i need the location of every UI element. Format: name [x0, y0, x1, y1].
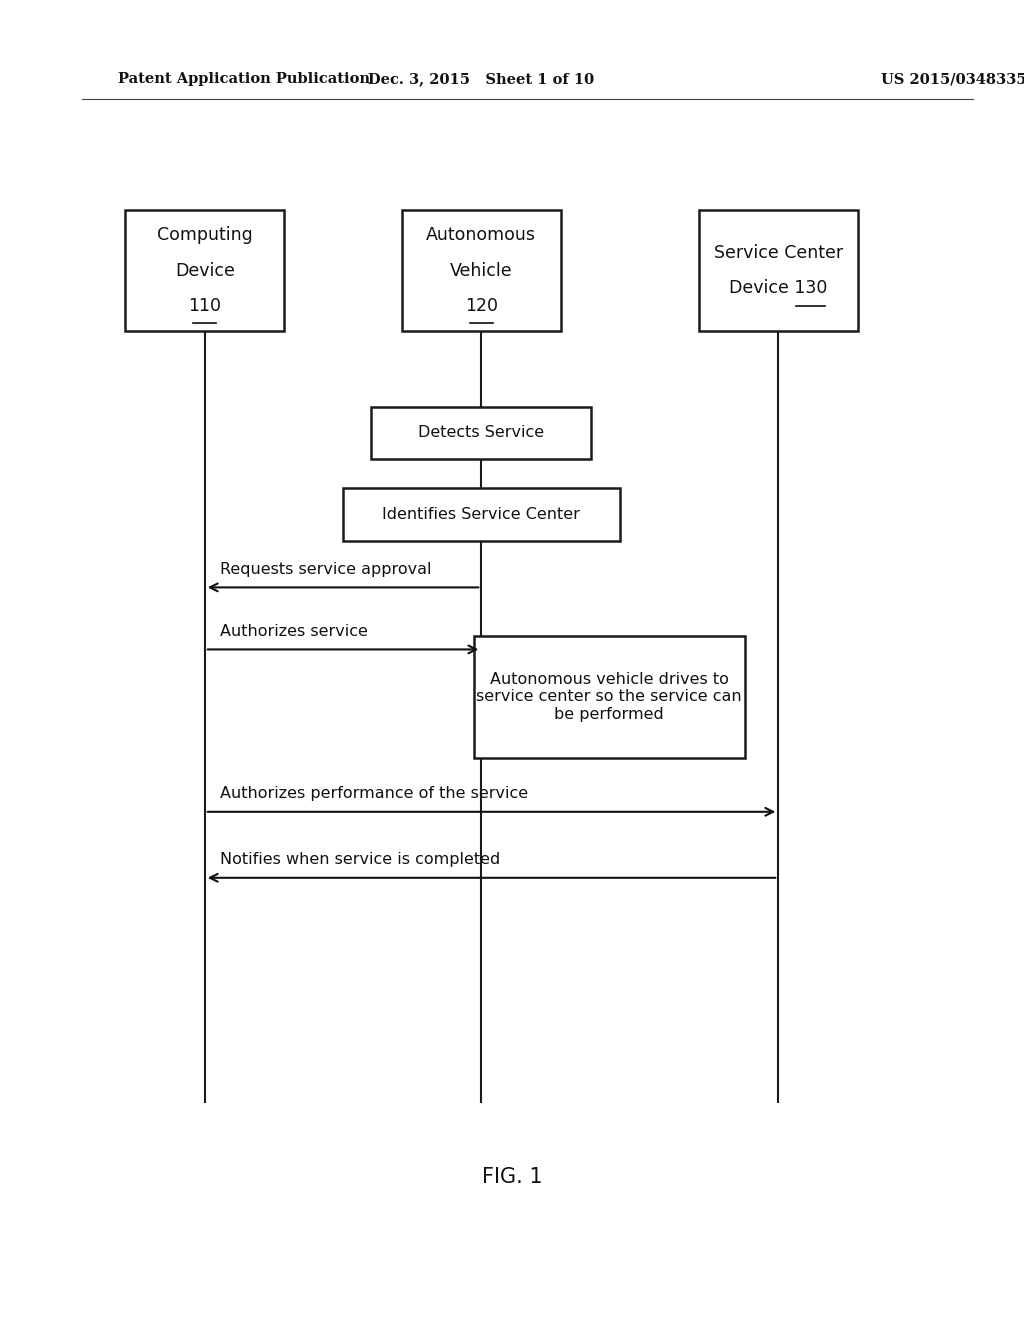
FancyBboxPatch shape	[126, 210, 285, 331]
Text: Authorizes service: Authorizes service	[220, 624, 368, 639]
Text: 110: 110	[188, 297, 221, 315]
FancyBboxPatch shape	[473, 636, 745, 758]
FancyBboxPatch shape	[371, 407, 592, 459]
Text: Autonomous: Autonomous	[426, 226, 537, 244]
Text: Autonomous vehicle drives to
service center so the service can
be performed: Autonomous vehicle drives to service cen…	[476, 672, 742, 722]
FancyBboxPatch shape	[343, 488, 620, 541]
Text: Authorizes performance of the service: Authorizes performance of the service	[220, 787, 528, 801]
Text: Device 130: Device 130	[729, 280, 827, 297]
Text: Notifies when service is completed: Notifies when service is completed	[220, 853, 501, 867]
Text: Device: Device	[175, 261, 234, 280]
Text: Detects Service: Detects Service	[418, 425, 545, 441]
Text: Dec. 3, 2015   Sheet 1 of 10: Dec. 3, 2015 Sheet 1 of 10	[369, 73, 594, 86]
Text: Service Center: Service Center	[714, 244, 843, 261]
Text: Requests service approval: Requests service approval	[220, 562, 432, 577]
FancyBboxPatch shape	[698, 210, 858, 331]
Text: FIG. 1: FIG. 1	[481, 1167, 543, 1188]
Text: Computing: Computing	[157, 226, 253, 244]
FancyBboxPatch shape	[401, 210, 561, 331]
Text: US 2015/0348335 A1: US 2015/0348335 A1	[881, 73, 1024, 86]
Text: Vehicle: Vehicle	[450, 261, 513, 280]
Text: Patent Application Publication: Patent Application Publication	[118, 73, 370, 86]
Text: 120: 120	[465, 297, 498, 315]
Text: Identifies Service Center: Identifies Service Center	[382, 507, 581, 523]
